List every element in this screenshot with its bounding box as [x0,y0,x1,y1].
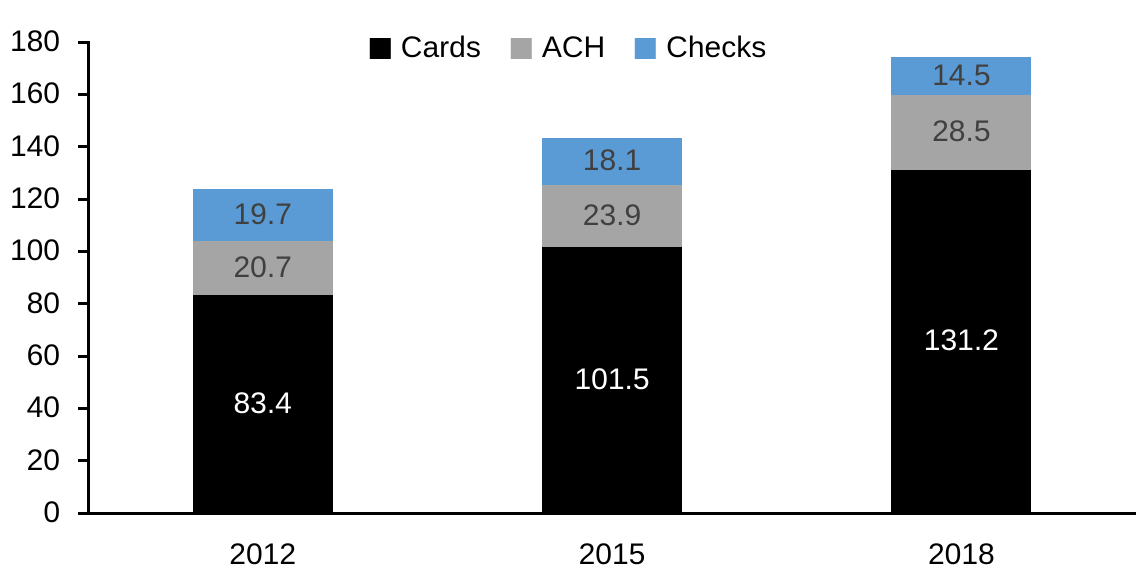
y-axis-tick [78,249,88,253]
bar-value-label: 23.9 [582,199,642,233]
y-axis-tick [78,302,88,306]
bar-segment-cards: 83.4 [192,294,333,513]
bar-segment-cards: 131.2 [891,169,1032,513]
legend-item-label: ACH [541,31,606,64]
y-axis-tick-label: 180 [9,25,60,58]
x-axis-line [78,512,1136,515]
legend-item-ach: ACH [510,31,606,64]
y-axis-tick-label: 20 [26,443,60,477]
bar-value-label: 131.2 [923,324,999,358]
y-axis-tick [78,92,88,96]
y-axis-tick-label: 80 [26,286,60,320]
bar-segment-ach: 20.7 [192,240,333,295]
y-axis-tick-label: 120 [9,182,60,215]
y-axis-tick-label: 100 [9,234,60,268]
bar-segment-ach: 23.9 [542,184,682,248]
x-axis-category-label: 2015 [578,538,646,571]
chart-legend: Cards ACH Checks [369,31,766,64]
y-axis-tick [78,459,88,463]
y-axis-tick-label: 160 [9,77,60,111]
bar-segment-checks: 18.1 [542,137,682,185]
y-axis-tick [78,145,88,149]
y-axis-line [87,41,90,515]
bar-value-label: 19.7 [233,197,292,231]
legend-swatch-icon [635,37,657,59]
bar-value-label: 14.5 [932,59,991,93]
bar-value-label: 20.7 [233,250,292,284]
y-axis-tick [78,511,88,515]
y-axis-tick [78,40,88,44]
bar-segment-ach: 28.5 [891,95,1032,170]
x-axis-category-label: 2018 [927,538,995,571]
y-axis-tick-label: 0 [43,496,60,529]
bar-value-label: 83.4 [233,386,292,420]
bar-segment-checks: 19.7 [192,189,333,241]
y-axis-tick-label: 40 [26,391,60,425]
legend-item-label: Checks [666,31,767,64]
legend-item-checks: Checks [635,33,766,63]
bar-value-label: 18.1 [582,144,642,178]
x-axis-category-label: 2012 [229,538,297,571]
y-axis-tick [78,197,88,201]
legend-item-cards: Cards [369,31,481,64]
y-axis-tick-label: 140 [9,129,60,163]
legend-swatch-icon [369,37,391,59]
legend-swatch-icon [510,37,532,59]
bar-segment-checks: 14.5 [891,57,1032,96]
bar-segment-cards: 101.5 [542,247,682,513]
y-axis-tick [78,406,88,410]
y-axis-tick [78,354,88,358]
bar-value-label: 101.5 [574,363,650,397]
legend-item-label: Cards [400,31,481,64]
bar-value-label: 28.5 [932,115,991,149]
y-axis-tick-label: 60 [26,339,60,372]
